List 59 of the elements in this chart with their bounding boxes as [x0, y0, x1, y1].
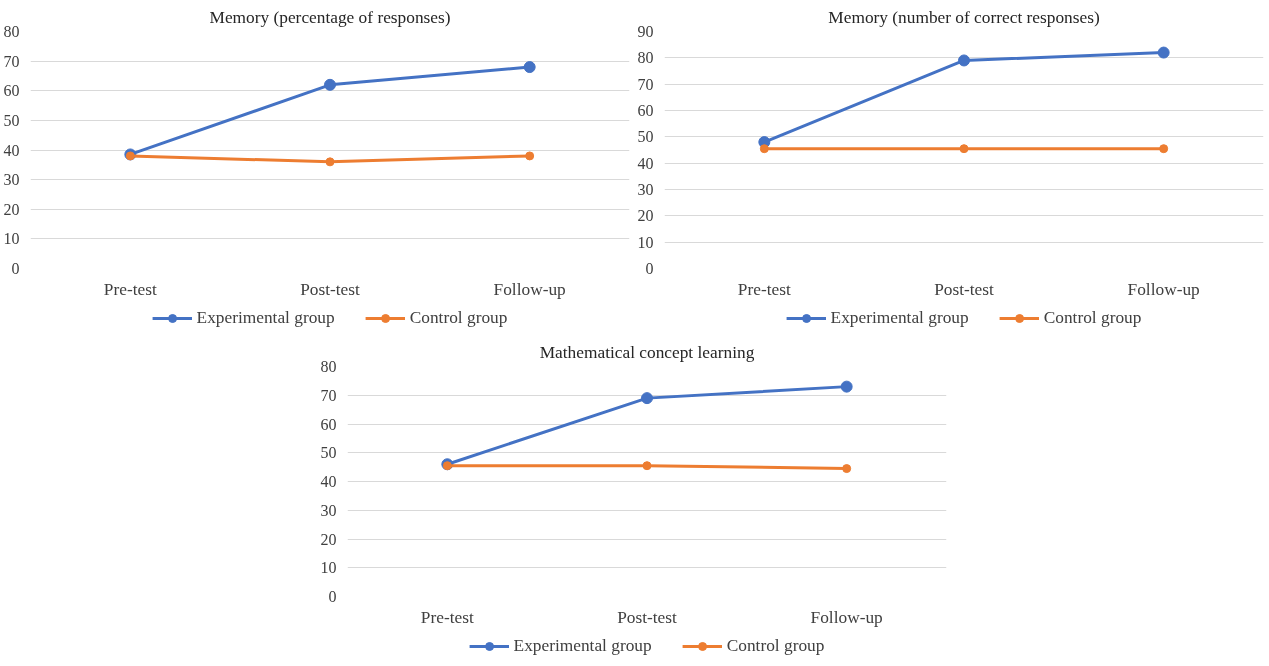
point: [958, 54, 970, 67]
legend-label: Experimental group: [513, 636, 652, 656]
y-tick-label: 10: [3, 230, 20, 248]
point: [325, 157, 335, 167]
y-tick-label: 60: [3, 82, 20, 100]
legend-label: Control group: [1043, 308, 1142, 328]
point: [959, 144, 969, 154]
y-tick-label: 20: [637, 207, 654, 225]
y-tick-label: 80: [637, 49, 654, 67]
y-tick-label: 20: [3, 200, 20, 218]
point: [842, 464, 852, 474]
point: [1157, 46, 1170, 59]
y-tick-label: 30: [320, 501, 337, 519]
y-tick-label: 50: [637, 128, 654, 146]
point: [523, 61, 536, 74]
chart-title: Mathematical concept learning: [539, 342, 755, 362]
y-tick-label: 50: [320, 444, 337, 462]
point: [840, 380, 853, 393]
chart-title: Memory (percentage of responses): [209, 7, 451, 27]
x-tick-label: Follow-up: [1127, 279, 1200, 299]
x-tick-label: Follow-up: [493, 279, 566, 299]
y-tick-label: 70: [3, 52, 20, 70]
y-tick-label: 10: [320, 559, 337, 577]
y-tick-label: 50: [3, 111, 20, 129]
point: [641, 392, 653, 405]
chart-title: Memory (number of correct responses): [828, 7, 1100, 27]
point: [324, 78, 336, 91]
y-tick-label: 10: [637, 233, 654, 251]
y-tick-label: 40: [3, 141, 20, 159]
y-tick-label: 60: [637, 102, 654, 119]
legend-label: Control group: [409, 308, 508, 328]
y-tick-label: 30: [637, 181, 654, 198]
y-tick-label: 30: [3, 171, 20, 189]
point: [642, 461, 652, 471]
y-tick-label: 40: [320, 473, 337, 490]
y-tick-label: 20: [320, 530, 337, 548]
y-tick-label: 0: [11, 260, 20, 277]
x-tick-label: Pre-test: [737, 279, 791, 299]
legend-label: Control group: [726, 636, 825, 656]
point: [1159, 144, 1169, 154]
point: [525, 151, 535, 161]
legend-label: Experimental group: [830, 308, 969, 328]
point: [759, 144, 769, 154]
y-tick-label: 0: [645, 260, 654, 277]
y-tick-label: 80: [3, 23, 20, 40]
legend-label: Experimental group: [196, 308, 335, 328]
y-tick-label: 90: [637, 23, 654, 40]
y-tick-label: 60: [320, 415, 337, 433]
y-tick-label: 70: [320, 386, 337, 404]
x-tick-label: Post-test: [617, 607, 678, 627]
x-tick-label: Post-test: [300, 279, 361, 299]
x-tick-label: Pre-test: [103, 279, 157, 299]
y-tick-label: 80: [320, 358, 337, 375]
x-tick-label: Post-test: [934, 279, 995, 299]
x-tick-label: Follow-up: [810, 607, 883, 627]
y-tick-label: 40: [637, 154, 654, 172]
y-tick-label: 0: [328, 588, 337, 605]
x-tick-label: Pre-test: [420, 607, 474, 627]
y-tick-label: 70: [637, 75, 654, 93]
